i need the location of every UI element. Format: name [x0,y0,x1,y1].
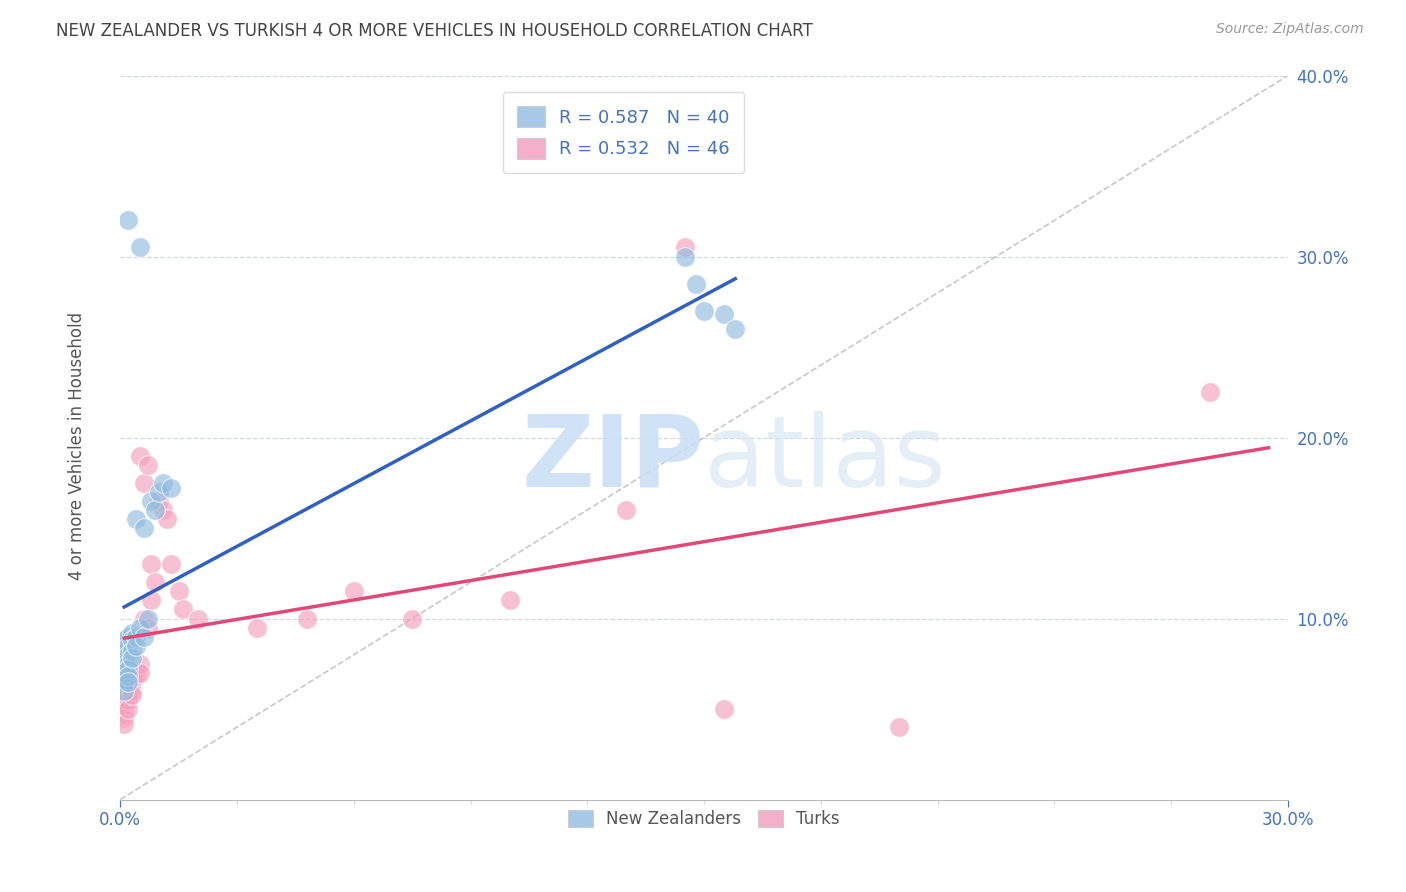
Point [112,674,135,689]
Point [498,593,520,607]
Point [125,630,148,644]
Point [245,621,267,635]
Point [125,669,148,683]
Point [121,684,143,698]
Point [141,558,163,572]
Point [143,575,166,590]
Point [121,626,143,640]
Point [343,584,366,599]
Point [112,674,135,689]
Point [112,639,135,653]
Point [401,611,423,625]
Point [112,662,135,676]
Point [172,602,194,616]
Point [132,630,155,644]
Point [148,494,170,508]
Point [112,633,135,648]
Point [121,651,143,665]
Text: 4 or more Vehicles in Household: 4 or more Vehicles in Household [69,312,86,580]
Point [132,611,155,625]
Point [112,665,135,680]
Point [295,611,318,625]
Point [112,651,135,665]
Point [112,657,135,671]
Point [121,669,143,683]
Point [112,684,135,698]
Point [713,702,735,716]
Point [117,674,139,689]
Point [125,639,148,653]
Point [117,693,139,707]
Point [117,213,139,227]
Text: atlas: atlas [704,410,946,508]
Point [117,657,139,671]
Point [152,475,174,490]
Point [685,277,707,291]
Point [117,639,139,653]
Point [117,665,139,680]
Point [152,503,174,517]
Legend: New Zealanders, Turks: New Zealanders, Turks [561,803,846,835]
Point [121,674,143,689]
Point [112,693,135,707]
Point [112,698,135,713]
Point [887,720,910,734]
Point [693,303,716,318]
Point [136,458,159,472]
Point [117,648,139,662]
Point [121,688,143,702]
Point [121,644,143,658]
Point [167,584,190,599]
Point [112,706,135,720]
Point [117,669,139,683]
Point [614,503,637,517]
Point [160,558,183,572]
Point [112,711,135,725]
Point [128,621,150,635]
Point [128,665,150,680]
Point [117,684,139,698]
Point [148,484,170,499]
Text: ZIP: ZIP [522,410,704,508]
Point [141,494,163,508]
Point [724,322,747,336]
Point [136,621,159,635]
Point [713,308,735,322]
Point [112,684,135,698]
Point [132,521,155,535]
Point [117,688,139,702]
Point [673,240,696,254]
Point [112,669,135,683]
Point [1199,385,1222,400]
Point [121,633,143,648]
Point [141,593,163,607]
Point [128,240,150,254]
Point [143,503,166,517]
Point [117,674,139,689]
Point [125,662,148,676]
Point [117,662,139,676]
Point [156,512,179,526]
Point [128,657,150,671]
Point [136,611,159,625]
Point [128,449,150,463]
Point [117,630,139,644]
Text: Source: ZipAtlas.com: Source: ZipAtlas.com [1216,22,1364,37]
Point [117,702,139,716]
Text: NEW ZEALANDER VS TURKISH 4 OR MORE VEHICLES IN HOUSEHOLD CORRELATION CHART: NEW ZEALANDER VS TURKISH 4 OR MORE VEHIC… [56,22,813,40]
Point [112,644,135,658]
Point [160,481,183,495]
Point [187,611,209,625]
Point [673,250,696,264]
Point [125,512,148,526]
Point [132,475,155,490]
Point [112,716,135,731]
